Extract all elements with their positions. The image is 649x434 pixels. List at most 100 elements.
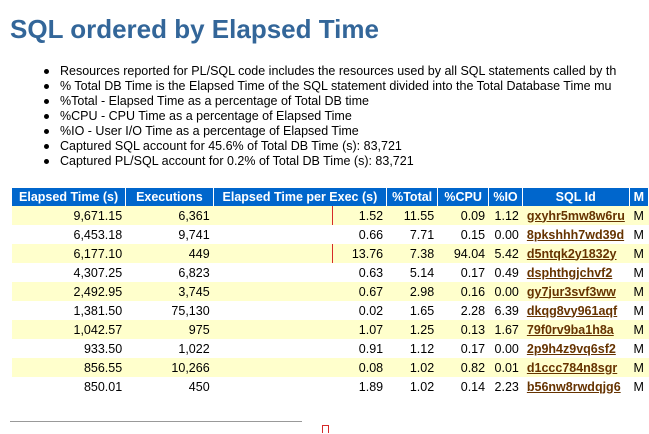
cell-module: M [629,244,649,263]
cell-value: 13.76 [351,246,384,261]
cell-pct-total: 1.12 [387,339,439,358]
cell-elapsed-time: 850.01 [12,377,127,396]
cell-elapsed-per-exec: 1.52 [213,206,388,225]
cell-sql-id: gy7jur3svf3ww [522,282,630,301]
cell-module: M [629,320,649,339]
cell-executions: 975 [126,320,214,339]
cell-elapsed-per-exec: 13.76 [213,244,388,263]
cell-module: M [629,282,649,301]
sql-id-link[interactable]: 79f0rv9ba1h8a [526,322,614,337]
cell-elapsed-per-exec: 0.08 [213,358,388,377]
cell-sql-id: d5ntqk2y1832y [522,244,630,263]
table-row: 9,671.15 6,361 1.52 11.55 0.09 1.12 gxyhr5mw8w… [12,206,649,225]
table-header-row: Elapsed Time (s) Executions Elapsed Time… [12,188,649,206]
sql-id-link[interactable]: 8pkshhh7wd39d [526,227,625,242]
cell-pct-io: 0.49 [489,263,523,282]
table-row: 933.50 1,022 0.91 1.12 0.17 0.00 2p9h4z9vq6sf2… [12,339,649,358]
cell-executions: 6,823 [126,263,214,282]
section-divider [10,421,302,422]
cell-executions: 9,741 [126,225,214,244]
cell-pct-total: 2.98 [387,282,439,301]
sql-id-link[interactable]: b56nw8rwdqjg6 [526,379,621,394]
cell-elapsed-time: 9,671.15 [12,206,127,225]
cell-pct-cpu: 0.17 [438,263,490,282]
cell-module: M [629,263,649,282]
sql-id-link[interactable]: 2p9h4z9vq6sf2 [526,341,616,356]
cell-pct-total: 5.14 [387,263,439,282]
note-item: Captured PL/SQL account for 0.2% of Tota… [42,154,649,169]
column-header-sql-id: SQL Id [522,188,630,206]
cell-pct-io: 6.39 [489,301,523,320]
cell-elapsed-per-exec: 0.91 [213,339,388,358]
column-header-module: M [629,188,649,206]
cell-pct-total: 1.25 [387,320,439,339]
cell-pct-io: 2.23 [489,377,523,396]
cell-elapsed-time: 933.50 [12,339,127,358]
cell-module: M [629,225,649,244]
cell-sql-id: d1ccc784n8sgr [522,358,630,377]
table-row: 1,381.50 75,130 0.02 1.65 2.28 6.39 dkqg8vy961… [12,301,649,320]
cell-elapsed-time: 1,381.50 [12,301,127,320]
column-header-pct-io: %IO [489,188,523,206]
column-header-elapsed-per-exec: Elapsed Time per Exec (s) [213,188,388,206]
cell-sql-id: gxyhr5mw8w6ru [522,206,630,225]
cell-pct-io: 0.00 [489,282,523,301]
note-item: Captured SQL account for 45.6% of Total … [42,139,649,154]
cell-pct-cpu: 0.14 [438,377,490,396]
cell-module: M [629,358,649,377]
note-item: %Total - Elapsed Time as a percentage of… [42,94,649,109]
cell-executions: 3,745 [126,282,214,301]
cell-pct-io: 0.01 [489,358,523,377]
page-title: SQL ordered by Elapsed Time [10,14,379,44]
cell-elapsed-per-exec: 0.66 [213,225,388,244]
sql-id-link[interactable]: gy7jur3svf3ww [526,284,616,299]
column-header-pct-cpu: %CPU [438,188,490,206]
cell-elapsed-time: 6,177.10 [12,244,127,263]
table-row: 856.55 10,266 0.08 1.02 0.82 0.01 d1ccc784n8sg… [12,358,649,377]
cell-sql-id: b56nw8rwdqjg6 [522,377,630,396]
sql-id-link[interactable]: gxyhr5mw8w6ru [526,208,625,223]
cell-module: M [629,339,649,358]
cell-elapsed-time: 2,492.95 [12,282,127,301]
cell-pct-cpu: 0.13 [438,320,490,339]
cell-sql-id: 79f0rv9ba1h8a [522,320,630,339]
cell-elapsed-time: 4,307.25 [12,263,127,282]
table-row: 850.01 450 1.89 1.02 0.14 2.23 b56nw8rwdqjg6 M [12,377,649,396]
cell-pct-cpu: 2.28 [438,301,490,320]
column-header-executions: Executions [126,188,214,206]
cell-pct-io: 1.12 [489,206,523,225]
table-row: 6,177.10 449 13.76 7.38 94.04 5.42 d5ntqk2y183… [12,244,649,263]
sql-id-link[interactable]: d5ntqk2y1832y [526,246,617,261]
note-item: %CPU - CPU Time as a percentage of Elaps… [42,109,649,124]
cell-pct-cpu: 0.15 [438,225,490,244]
column-header-pct-total: %Total [387,188,439,206]
cursor-marker [322,425,329,433]
sql-id-link[interactable]: dkqg8vy961aqf [526,303,618,318]
cell-elapsed-per-exec: 0.67 [213,282,388,301]
cell-elapsed-per-exec: 1.07 [213,320,388,339]
note-item: %IO - User I/O Time as a percentage of E… [42,124,649,139]
table-row: 4,307.25 6,823 0.63 5.14 0.17 0.49 dsphthgjchv… [12,263,649,282]
cell-elapsed-time: 6,453.18 [12,225,127,244]
cell-pct-cpu: 0.09 [438,206,490,225]
cell-elapsed-per-exec: 0.02 [213,301,388,320]
cell-pct-cpu: 94.04 [438,244,490,263]
cell-elapsed-per-exec: 1.89 [213,377,388,396]
cell-pct-io: 5.42 [489,244,523,263]
sql-id-link[interactable]: d1ccc784n8sgr [526,360,618,375]
cell-pct-cpu: 0.17 [438,339,490,358]
cell-sql-id: dkqg8vy961aqf [522,301,630,320]
column-header-elapsed-time: Elapsed Time (s) [12,188,127,206]
cell-pct-io: 1.67 [489,320,523,339]
table-row: 1,042.57 975 1.07 1.25 0.13 1.67 79f0rv9ba1h8a… [12,320,649,339]
cell-elapsed-time: 1,042.57 [12,320,127,339]
cell-module: M [629,301,649,320]
note-item: Resources reported for PL/SQL code inclu… [42,64,649,79]
cell-pct-total: 1.65 [387,301,439,320]
cell-pct-cpu: 0.82 [438,358,490,377]
cell-executions: 449 [126,244,214,263]
sql-id-link[interactable]: dsphthgjchvf2 [526,265,613,280]
cell-sql-id: 8pkshhh7wd39d [522,225,630,244]
cell-sql-id: 2p9h4z9vq6sf2 [522,339,630,358]
cell-executions: 6,361 [126,206,214,225]
